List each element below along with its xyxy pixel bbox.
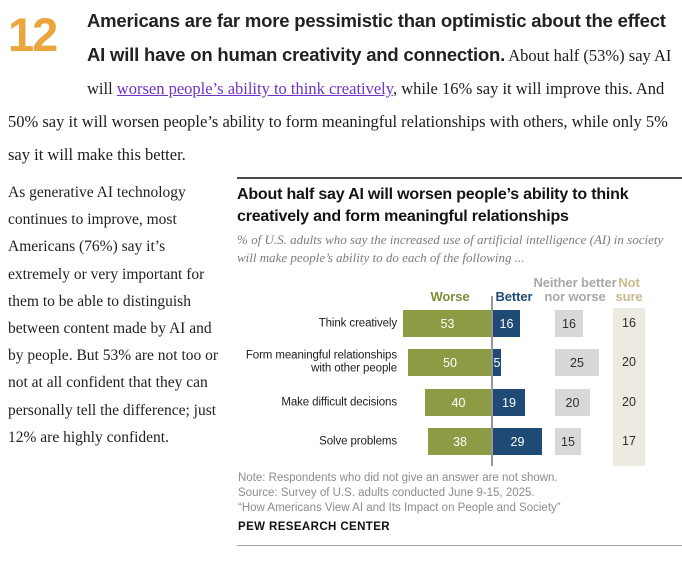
intro-lead: About half (53%) say AI will (87, 46, 672, 98)
category-label: Make difficult decisions (281, 395, 397, 408)
column-header-worse: Worse (430, 289, 470, 304)
intro-paragraph: Americans are far more pessimistic than … (8, 4, 676, 171)
bar-worse: 38 (428, 428, 492, 455)
chart-footnotes: Note: Respondents who did not give an an… (238, 471, 682, 517)
column-header-not-sure: Not sure (615, 275, 643, 304)
value-not-sure: 16 (622, 316, 636, 330)
chart-plot: Worse Better Neither better nor worse No… (237, 275, 682, 471)
not-sure-strip (613, 308, 645, 466)
chart-citation: “How Americans View AI and Its Impact on… (238, 502, 561, 515)
column-header-neither: Neither better nor worse (533, 275, 617, 304)
value-not-sure: 20 (622, 355, 636, 369)
chart-subtitle: % of U.S. adults who say the increased u… (237, 232, 664, 265)
bar-worse: 50 (408, 349, 492, 376)
chart-card: About half say AI will worsen people’s a… (237, 170, 682, 563)
bar-better: 5 (493, 349, 501, 376)
bar-better: 16 (493, 310, 520, 337)
chart-title: About half say AI will worsen people’s a… (237, 186, 629, 225)
section-heading: Americans are far more pessimistic than … (87, 10, 666, 65)
pew-brand: PEW RESEARCH CENTER (238, 521, 391, 533)
box-neither: 20 (555, 389, 590, 416)
bar-worse: 53 (403, 310, 492, 337)
zero-axis (491, 296, 493, 466)
left-paragraph: As generative AI technology continues to… (8, 184, 219, 446)
category-label: Think creatively (318, 316, 397, 329)
intro-tail: , while 16% say it will improve this. An… (8, 79, 668, 164)
chapter-number: 12 (8, 8, 58, 61)
chart-source: Source: Survey of U.S. adults conducted … (238, 487, 535, 500)
bottom-rule (237, 545, 682, 546)
category-label: Solve problems (319, 434, 397, 447)
chart-note: Note: Respondents who did not give an an… (238, 472, 558, 484)
box-neither: 25 (555, 349, 599, 376)
box-neither: 15 (555, 428, 581, 455)
category-label: Form meaningful relationships with other… (245, 349, 397, 375)
top-rule (237, 177, 682, 179)
think-creatively-link[interactable]: worsen people’s ability to think creativ… (116, 79, 393, 98)
intro-section: 12 Americans are far more pessimistic th… (8, 4, 676, 171)
bar-better: 19 (493, 389, 525, 416)
bar-worse: 40 (425, 389, 492, 416)
bar-better: 29 (493, 428, 542, 455)
box-neither: 16 (555, 310, 583, 337)
value-not-sure: 20 (622, 395, 636, 409)
column-header-better: Better (495, 289, 533, 304)
value-not-sure: 17 (622, 434, 636, 448)
